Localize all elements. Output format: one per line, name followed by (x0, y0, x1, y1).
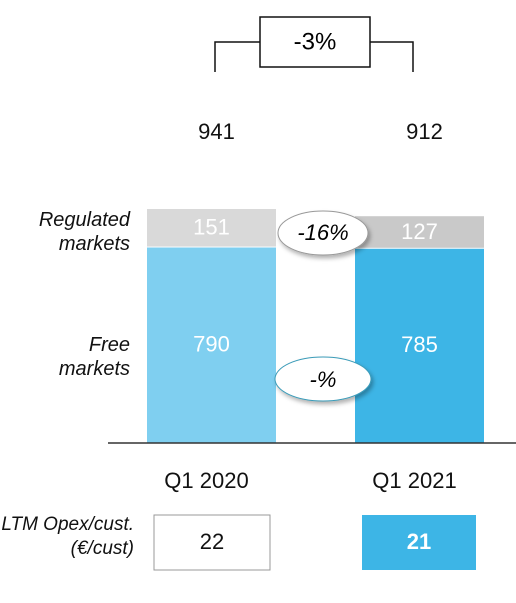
bar-segment (147, 209, 276, 247)
annotation: -% (310, 367, 337, 392)
segment-label: 127 (401, 219, 438, 244)
opex-label: LTM Opex/cust. (€/cust) (1, 514, 134, 559)
x-tick-label: Q1 2020 (164, 468, 248, 493)
segment-label: 151 (193, 215, 230, 240)
series-label: Free markets (58, 334, 130, 380)
bar-segment (355, 247, 484, 443)
bar-segment (355, 216, 484, 248)
annotation-bubble (274, 356, 372, 402)
series-label: Regulated markets (38, 209, 130, 255)
segment-label: 785 (401, 332, 438, 357)
bar-segment (147, 246, 276, 443)
opex-value: 22 (200, 529, 224, 554)
total-change: -3% (294, 28, 337, 55)
opex-box (153, 514, 271, 571)
annotation: -16% (297, 220, 348, 245)
segment-label: 790 (193, 332, 230, 357)
annotation-bubble (277, 210, 369, 256)
total-label: 941 (198, 119, 235, 144)
bracket (214, 41, 414, 72)
total-label: 912 (406, 119, 443, 144)
change-box (259, 16, 371, 68)
opex-box (362, 515, 476, 570)
x-tick-label: Q1 2021 (372, 468, 456, 493)
opex-value: 21 (407, 529, 431, 554)
